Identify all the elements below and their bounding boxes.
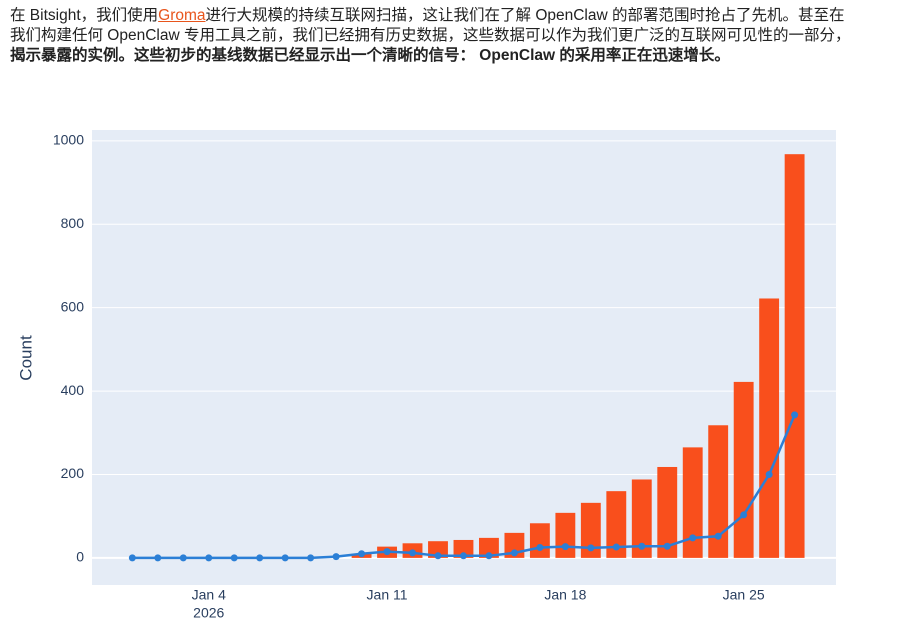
bar: [733, 381, 754, 558]
bar: [479, 537, 499, 558]
marker: [536, 543, 544, 551]
marker: [740, 511, 748, 519]
bar: [759, 298, 780, 558]
bar: [631, 479, 652, 558]
marker: [510, 549, 518, 557]
y-tick-label: 0: [76, 549, 84, 565]
marker: [485, 552, 493, 560]
x-tick-label: Jan 11: [367, 587, 408, 603]
x-tick-label: Jan 4: [192, 587, 226, 603]
marker: [256, 554, 264, 562]
marker: [561, 543, 569, 551]
marker: [230, 554, 238, 562]
bar: [606, 491, 627, 558]
bar: [708, 425, 729, 558]
marker: [205, 554, 213, 562]
bar: [453, 539, 474, 558]
marker: [663, 542, 671, 550]
x-tick-label: Jan 18: [544, 587, 586, 603]
x-tick-label: Jan 25: [723, 587, 765, 603]
bar: [529, 523, 550, 558]
x-tick-year: 2026: [193, 605, 224, 621]
bold-text: 揭示暴露的实例。这些初步的基线数据已经显示出一个清晰的信号： OpenClaw …: [10, 47, 730, 64]
marker: [612, 543, 620, 551]
marker: [383, 548, 391, 556]
y-tick-label: 600: [61, 298, 85, 314]
marker: [434, 552, 442, 560]
bar: [682, 447, 703, 558]
marker: [332, 553, 340, 561]
marker: [587, 544, 595, 552]
bar: [657, 466, 678, 558]
marker: [689, 534, 697, 542]
link[interactable]: Groma: [158, 7, 206, 24]
marker: [791, 411, 799, 419]
marker: [281, 554, 289, 562]
bar: [784, 154, 805, 558]
marker: [179, 554, 187, 562]
y-tick-label: 1000: [53, 132, 84, 148]
y-tick-label: 200: [61, 465, 85, 481]
y-tick-label: 400: [61, 382, 85, 398]
text: 在 Bitsight，我们使用: [10, 7, 159, 24]
marker: [459, 552, 467, 560]
bar: [428, 541, 448, 558]
paragraph: 在 Bitsight，我们使用Groma进行大规模的持续互联网扫描，这让我们在了…: [10, 6, 858, 66]
y-tick-label: 800: [61, 215, 85, 231]
marker: [409, 549, 417, 557]
marker: [765, 470, 773, 478]
marker: [154, 554, 162, 562]
y-axis-title: Count: [16, 335, 35, 381]
marker: [307, 554, 315, 562]
marker: [358, 550, 366, 558]
text: 进行大规模的持续互联网扫描，这让我们在了解 OpenClaw 的部署范围时抢占了…: [10, 7, 851, 44]
bar: [555, 512, 576, 558]
marker: [638, 542, 646, 550]
marker: [128, 554, 136, 562]
bar: [580, 502, 601, 558]
marker: [714, 532, 722, 540]
